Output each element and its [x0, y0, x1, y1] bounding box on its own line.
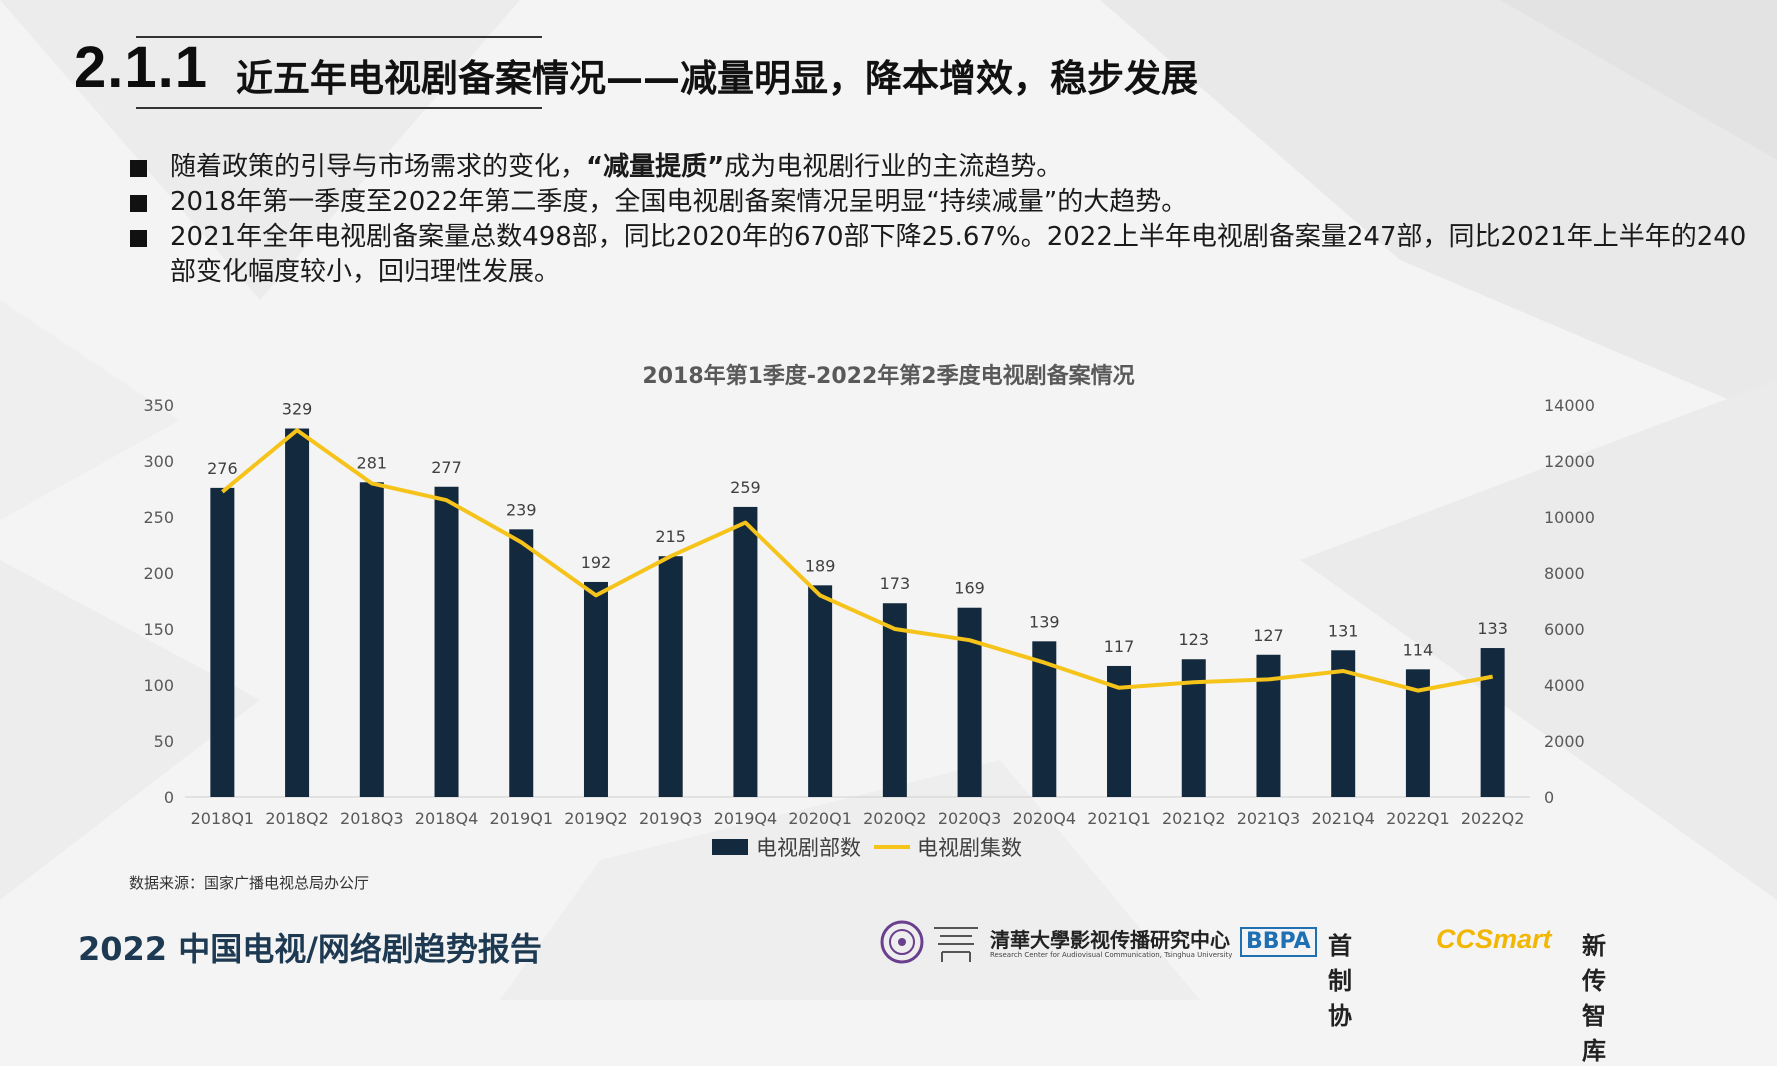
- x-tick-label: 2021Q4: [1311, 809, 1375, 828]
- bar: [1480, 648, 1505, 797]
- bar-value-label: 173: [880, 574, 911, 593]
- x-tick-label: 2020Q4: [1013, 809, 1077, 828]
- y-left-tick-label: 0: [164, 788, 174, 807]
- y-right-tick-label: 0: [1544, 788, 1554, 807]
- x-tick-label: 2019Q4: [714, 809, 778, 828]
- bar: [285, 428, 310, 797]
- y-left-tick-label: 200: [143, 564, 174, 583]
- x-tick-label: 2020Q1: [788, 809, 852, 828]
- bar: [509, 529, 534, 797]
- x-tick-label: 2022Q1: [1386, 809, 1450, 828]
- bullet-text: 随着政策的引导与市场需求的变化，: [170, 152, 587, 182]
- bar-value-label: 189: [805, 556, 836, 575]
- bar: [210, 487, 235, 797]
- bar: [1256, 654, 1281, 797]
- tsinghua-seal-icon: [880, 920, 924, 964]
- y-right-tick-label: 4000: [1544, 676, 1585, 695]
- bar-value-label: 139: [1029, 612, 1060, 631]
- tsinghua-center-name: 清華大學影视传播研究中心: [990, 928, 1230, 952]
- bar: [882, 603, 907, 797]
- legend-swatch-bar: [712, 839, 748, 855]
- x-tick-label: 2018Q4: [415, 809, 479, 828]
- page-title: 近五年电视剧备案情况——减量明显，降本增效，稳步发展: [236, 57, 1198, 100]
- y-left-tick-label: 100: [143, 676, 174, 695]
- y-left-tick-label: 150: [143, 620, 174, 639]
- bullet-square-icon: [130, 160, 147, 177]
- legend-label-line: 电视剧集数: [917, 836, 1022, 860]
- bar-value-label: 281: [357, 453, 388, 472]
- y-right-tick-label: 8000: [1544, 564, 1585, 583]
- bullet-list: 随着政策的引导与市场需求的变化，“减量提质”成为电视剧行业的主流趋势。 2018…: [130, 150, 1770, 290]
- y-right-tick-label: 10000: [1544, 508, 1595, 527]
- background-pattern: [1100, 0, 1777, 420]
- bbpa-chinese-name: 首制协: [1328, 932, 1352, 1030]
- combo-chart: 0 50 100 150 200 250 300 350 0 2000 4000 6000 8000 10…: [143, 396, 1595, 860]
- x-tick-label: 2021Q2: [1162, 809, 1226, 828]
- bar-value-label: 277: [431, 458, 462, 477]
- x-tick-label: 2020Q3: [938, 809, 1002, 828]
- bbpa-logo: BBPA: [1240, 927, 1317, 957]
- bullet-text: 2018年第一季度至2022年第二季度，全国电视剧备案情况呈明显“持续减量”的大…: [170, 187, 1188, 217]
- bar: [957, 607, 982, 797]
- bullet-item: 2021年全年电视剧备案量总数498部，同比2020年的670部下降25.67%…: [130, 220, 1770, 290]
- bar-value-label: 276: [207, 459, 238, 478]
- ccsmart-logo: CCSmart: [1436, 924, 1552, 954]
- qingying-logo-icon: [934, 927, 978, 962]
- x-tick-label: 2019Q3: [639, 809, 703, 828]
- bar-value-label: 192: [581, 553, 612, 572]
- y-left-tick-label: 300: [143, 452, 174, 471]
- bar-value-label: 127: [1253, 626, 1284, 645]
- bullet-bold-text: “减量提质”: [586, 152, 725, 182]
- y-left-tick-label: 250: [143, 508, 174, 527]
- y-right-tick-label: 6000: [1544, 620, 1585, 639]
- bar-value-label: 117: [1104, 637, 1135, 656]
- y-left-tick-label: 50: [154, 732, 174, 751]
- tsinghua-center-subtitle: Research Center for Audiovisual Communic…: [990, 951, 1233, 959]
- bar: [658, 556, 683, 797]
- section-number: 2.1.1: [74, 35, 208, 100]
- bar-value-label: 259: [730, 478, 761, 497]
- report-title: 2022 中国电视/网络剧趋势报告: [78, 930, 542, 968]
- bar: [434, 486, 459, 797]
- x-tick-label: 2019Q2: [564, 809, 628, 828]
- bar-value-label: 123: [1178, 630, 1209, 649]
- y-right-tick-label: 2000: [1544, 732, 1585, 751]
- legend-label-bar: 电视剧部数: [756, 836, 861, 860]
- bar-value-label: 169: [954, 579, 985, 598]
- bullet-item: 2018年第一季度至2022年第二季度，全国电视剧备案情况呈明显“持续减量”的大…: [130, 185, 1770, 220]
- bar: [733, 506, 758, 797]
- bar-value-label: 329: [282, 400, 313, 419]
- ccsmart-chinese-name: 新传智库: [1582, 932, 1606, 1065]
- x-tick-label: 2018Q3: [340, 809, 404, 828]
- data-source-note: 数据来源：国家广播电视总局办公厅: [129, 874, 370, 892]
- bullet-text: 成为电视剧行业的主流趋势。: [724, 152, 1063, 182]
- x-tick-label: 2021Q1: [1087, 809, 1151, 828]
- bullet-text: 2021年全年电视剧备案量总数498部，同比2020年的670部下降25.67%…: [170, 222, 1747, 287]
- x-tick-label: 2018Q1: [191, 809, 255, 828]
- y-right-tick-label: 12000: [1544, 452, 1595, 471]
- bullet-square-icon: [130, 230, 147, 247]
- x-tick-label: 2020Q2: [863, 809, 927, 828]
- x-tick-label: 2022Q2: [1461, 809, 1525, 828]
- bar-value-label: 215: [655, 527, 686, 546]
- x-tick-label: 2018Q2: [265, 809, 329, 828]
- bullet-square-icon: [130, 195, 147, 212]
- title-rule-bottom: [136, 107, 542, 109]
- bar: [808, 585, 833, 797]
- bar-value-label: 114: [1403, 640, 1434, 659]
- bar-value-label: 131: [1328, 621, 1359, 640]
- bar: [359, 482, 384, 797]
- chart-title: 2018年第1季度-2022年第2季度电视剧备案情况: [642, 364, 1135, 389]
- bar: [583, 581, 608, 797]
- bar-value-label: 239: [506, 500, 537, 519]
- x-tick-label: 2021Q3: [1237, 809, 1301, 828]
- x-tick-label: 2019Q1: [490, 809, 554, 828]
- bar-value-label: 133: [1477, 619, 1508, 638]
- y-right-tick-label: 14000: [1544, 396, 1595, 415]
- title-rule-top: [136, 36, 542, 38]
- bullet-item: 随着政策的引导与市场需求的变化，“减量提质”成为电视剧行业的主流趋势。: [130, 150, 1770, 185]
- y-left-tick-label: 350: [143, 396, 174, 415]
- line-series-episodes: [221, 428, 1494, 693]
